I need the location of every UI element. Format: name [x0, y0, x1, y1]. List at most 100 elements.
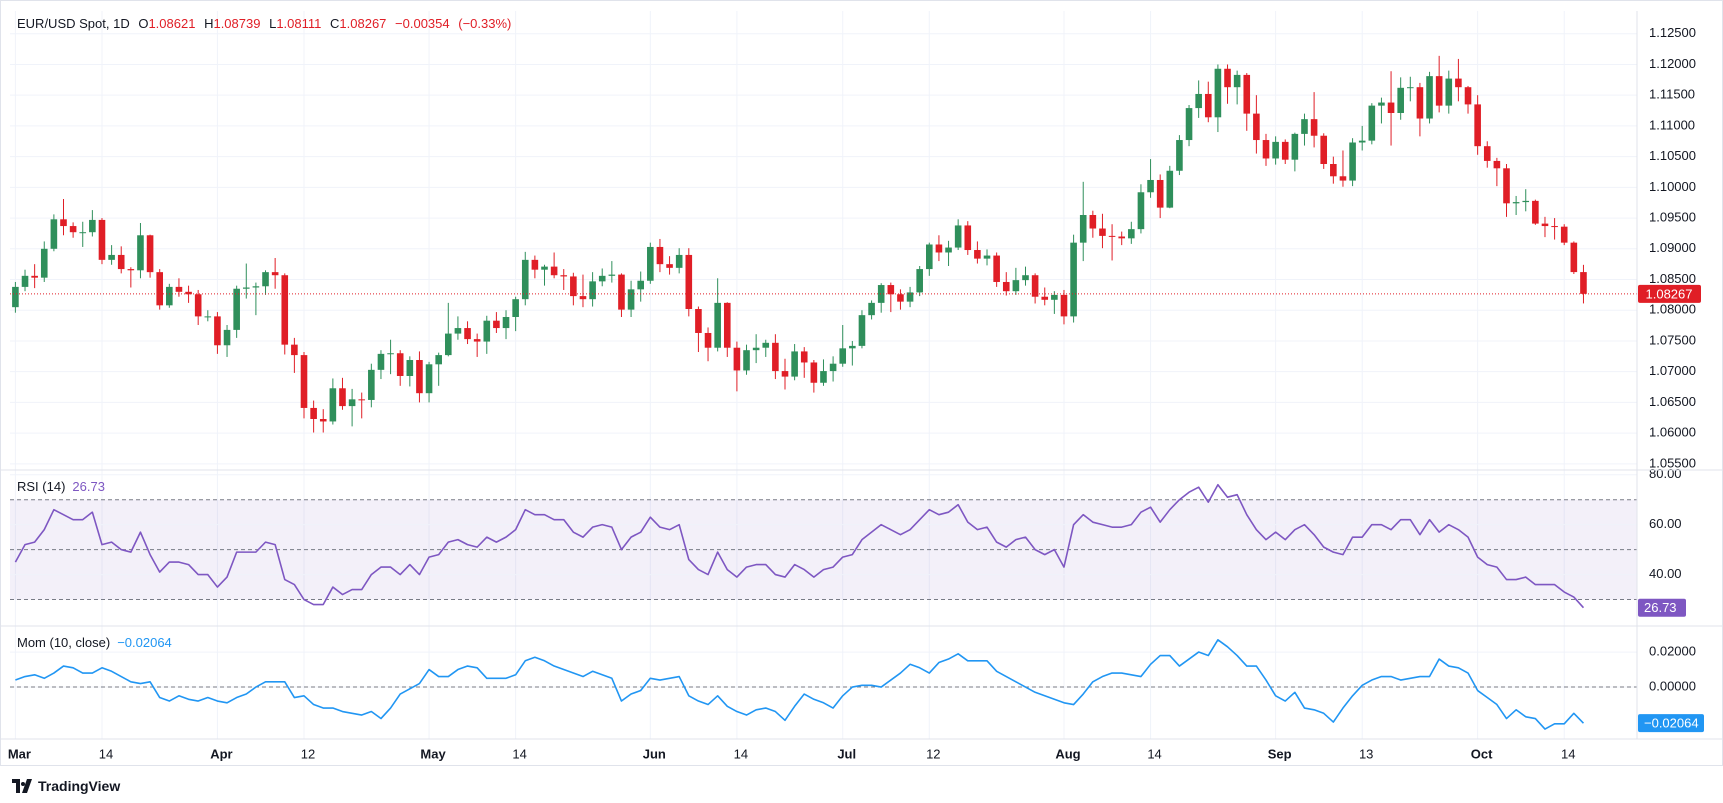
candle-body: [1041, 296, 1049, 300]
x-tick-label: 14: [512, 746, 526, 761]
candle-body: [435, 355, 442, 365]
candle-body: [618, 274, 625, 310]
candle-body: [666, 264, 673, 268]
candle-body: [1493, 160, 1501, 169]
candle-body: [589, 281, 596, 300]
candle-body: [1262, 140, 1270, 159]
candle-body: [762, 342, 770, 348]
candle-body: [425, 364, 433, 394]
candle-body: [1512, 202, 1520, 204]
candle-body: [1272, 141, 1279, 159]
last-price-label: 1.08267: [1646, 286, 1693, 301]
candle-body: [31, 275, 38, 278]
candle-body: [329, 388, 337, 422]
candle-body: [1156, 179, 1164, 208]
y-tick-label: 1.12500: [1649, 25, 1696, 40]
y-tick-label: 40.00: [1649, 566, 1682, 581]
candle-body: [1031, 275, 1039, 297]
candle-body: [560, 275, 568, 277]
candle-body: [1204, 93, 1212, 118]
candle-body: [1339, 176, 1347, 181]
candle-body: [521, 259, 529, 300]
candle-body: [185, 291, 192, 295]
x-tick-label: Aug: [1055, 746, 1080, 761]
candle-body: [1358, 140, 1366, 143]
candle-body: [1060, 294, 1068, 317]
candle-body: [396, 353, 404, 376]
y-tick-label: 1.10500: [1649, 148, 1696, 163]
candle-body: [1128, 229, 1135, 239]
candle-body: [271, 272, 279, 276]
candle-body: [685, 254, 693, 310]
candle-body: [1301, 119, 1308, 134]
y-tick-label: 1.05500: [1649, 455, 1696, 470]
candle-body: [541, 266, 548, 270]
candle-body: [858, 315, 866, 346]
y-tick-label: 1.10000: [1649, 179, 1696, 194]
candle-body: [974, 250, 981, 259]
candle-body: [1002, 281, 1010, 292]
x-tick-label: 14: [1561, 746, 1575, 761]
candle-body: [21, 275, 29, 287]
candle-body: [69, 226, 77, 233]
candle-body: [483, 320, 491, 342]
candle-body: [1349, 142, 1356, 181]
candle-body: [964, 225, 972, 251]
candle-body: [1108, 235, 1116, 237]
close-prefix: C: [330, 16, 340, 31]
candle-body: [1445, 78, 1453, 106]
symbol-legend: EUR/USD Spot, 1D O1.08621 H1.08739 L1.08…: [17, 16, 511, 31]
candle-body: [79, 232, 87, 234]
candle-body: [637, 280, 644, 290]
candle-body: [714, 302, 721, 348]
last-value-label: 26.73: [1644, 600, 1677, 615]
candle-body: [829, 363, 837, 372]
candle-body: [839, 348, 847, 364]
candle-body: [791, 351, 798, 377]
candle-body: [204, 316, 212, 318]
candle-body: [1233, 74, 1241, 88]
candle-body: [1079, 215, 1087, 243]
x-tick-label: Oct: [1471, 746, 1493, 761]
candle-body: [1099, 228, 1106, 236]
candle-body: [1580, 272, 1587, 294]
last-value-badge: [1638, 714, 1704, 733]
last-value-label: −0.02064: [1644, 716, 1699, 731]
candle-body: [1387, 102, 1395, 113]
candle-body: [348, 399, 356, 407]
candle-body: [1551, 226, 1558, 228]
brand[interactable]: TradingView: [12, 778, 120, 794]
candle-body: [887, 285, 895, 295]
y-tick-label: 0.00000: [1649, 678, 1696, 693]
x-tick-label: Jul: [837, 746, 856, 761]
candle-body: [772, 342, 779, 372]
chart-frame: [0, 0, 1723, 766]
candle-body: [473, 339, 481, 342]
candle-body: [493, 320, 500, 329]
last-value-badge: [1638, 598, 1686, 617]
candle-body: [810, 362, 818, 383]
candle-body: [194, 294, 202, 317]
candle-body: [1330, 164, 1337, 177]
candle-body: [916, 269, 923, 293]
candle-body: [1435, 76, 1443, 106]
rsi-value: 26.73: [72, 479, 105, 494]
candle-body: [1474, 104, 1481, 147]
candle-body: [1310, 119, 1318, 136]
candle-body: [1214, 68, 1222, 118]
candle-body: [300, 355, 308, 408]
candle-body: [252, 286, 260, 288]
candle-body: [954, 225, 962, 248]
candle-body: [60, 219, 67, 227]
x-tick-label: 12: [926, 746, 940, 761]
candle-body: [464, 328, 471, 340]
candle-body: [704, 332, 712, 348]
candle-body: [1483, 146, 1491, 161]
y-tick-label: 1.09000: [1649, 240, 1696, 255]
candle-body: [98, 219, 106, 260]
candle-body: [1368, 105, 1376, 141]
candle-body: [1416, 87, 1424, 119]
candle-body: [175, 286, 183, 292]
rsi-name: RSI (14): [17, 479, 66, 494]
candle-body: [800, 351, 808, 363]
